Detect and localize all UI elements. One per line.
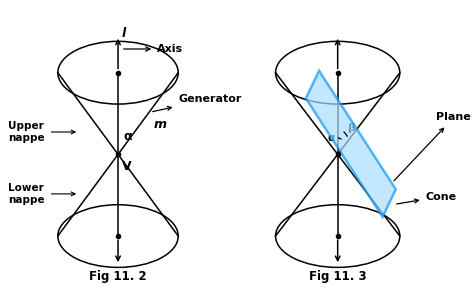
Text: Cone: Cone	[397, 192, 456, 204]
Text: Fig 11. 2: Fig 11. 2	[89, 271, 147, 284]
Text: Upper
nappe: Upper nappe	[8, 121, 45, 143]
Text: Fig 11. 3: Fig 11. 3	[309, 271, 366, 284]
Text: m: m	[154, 118, 166, 131]
Text: Generator: Generator	[153, 94, 242, 112]
Text: Lower
nappe: Lower nappe	[8, 183, 45, 205]
Text: β: β	[347, 123, 355, 133]
Text: l: l	[121, 27, 126, 40]
Text: Plane: Plane	[394, 112, 471, 181]
Text: α: α	[124, 129, 132, 142]
Polygon shape	[306, 71, 396, 217]
Text: Axis: Axis	[124, 44, 183, 54]
Text: α: α	[327, 133, 335, 142]
Text: V: V	[122, 160, 132, 173]
